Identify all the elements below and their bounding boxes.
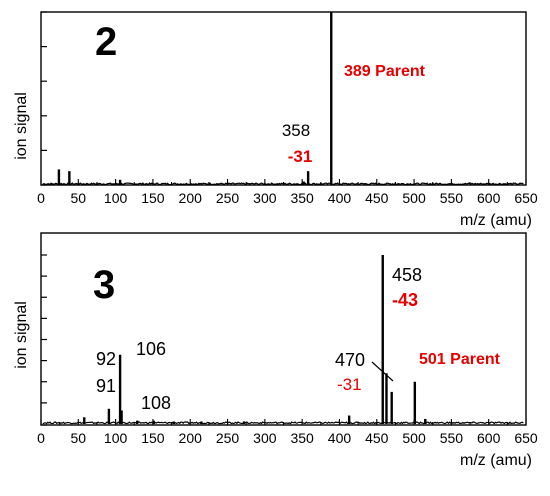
x-axis-label: m/z (amu): [460, 212, 532, 229]
x-tick-label: 300: [253, 430, 277, 446]
x-tick-label: 200: [179, 430, 203, 446]
x-tick-label: 250: [216, 430, 240, 446]
x-tick-label: 400: [328, 430, 352, 446]
x-tick-label: 150: [141, 430, 165, 446]
x-tick-label: 650: [514, 190, 538, 206]
x-tick-label: 100: [104, 190, 128, 206]
plot-frame: [40, 232, 527, 426]
x-tick-label: 400: [328, 190, 352, 206]
x-tick-label: 450: [365, 430, 389, 446]
panel-label: 3: [93, 263, 115, 307]
peak-annotation: -31: [288, 147, 313, 166]
x-tick-label: 100: [104, 430, 128, 446]
x-tick-label: 0: [37, 190, 45, 206]
x-tick-label: 450: [365, 190, 389, 206]
peak-annotation: 108: [141, 393, 171, 413]
peak-annotation: -31: [337, 375, 362, 394]
spectrum-panel-2: 0 50 100 150 200 250 300 350 400 450 500 550 600 650 m…: [13, 11, 538, 229]
peak-annotation: -43: [392, 290, 418, 310]
x-tick-label: 500: [402, 430, 426, 446]
x-tick-label: 350: [290, 430, 314, 446]
x-tick-label: 500: [402, 190, 426, 206]
baseline-noise: [42, 182, 524, 186]
peak-annotation: 501 Parent: [419, 351, 501, 368]
peak-annotation: 106: [136, 339, 166, 359]
peak-annotation: 458: [392, 265, 422, 285]
peak-annotation: 389 Parent: [344, 63, 426, 80]
peak-annotation: 92: [96, 349, 116, 369]
x-tick-label: 550: [440, 190, 464, 206]
panel-label: 2: [95, 20, 117, 64]
x-tick-label: 50: [71, 430, 87, 446]
x-tick-label: 600: [477, 190, 501, 206]
x-tick-label: 50: [71, 190, 87, 206]
y-axis-label: ion signal: [13, 92, 30, 160]
x-tick-label: 200: [179, 190, 203, 206]
peak-annotation: 470: [335, 350, 365, 370]
annotation-leader-line: [371, 361, 394, 382]
x-tick-label: 0: [37, 430, 45, 446]
peak-annotation: 91: [96, 376, 116, 396]
x-tick-label: 250: [216, 190, 240, 206]
x-tick-label: 650: [514, 430, 538, 446]
peak-annotation: 358: [282, 121, 310, 140]
x-tick-label: 600: [477, 430, 501, 446]
y-axis-label: ion signal: [13, 301, 30, 369]
x-tick-label: 550: [440, 430, 464, 446]
x-axis-label: m/z (amu): [460, 452, 532, 469]
x-tick-label: 300: [253, 190, 277, 206]
x-tick-label: 350: [290, 190, 314, 206]
spectrum-panel-3: 0 50 100 150 200 250 300 350 400 450 500 550 600 650 m…: [13, 232, 538, 469]
x-tick-label: 150: [141, 190, 165, 206]
